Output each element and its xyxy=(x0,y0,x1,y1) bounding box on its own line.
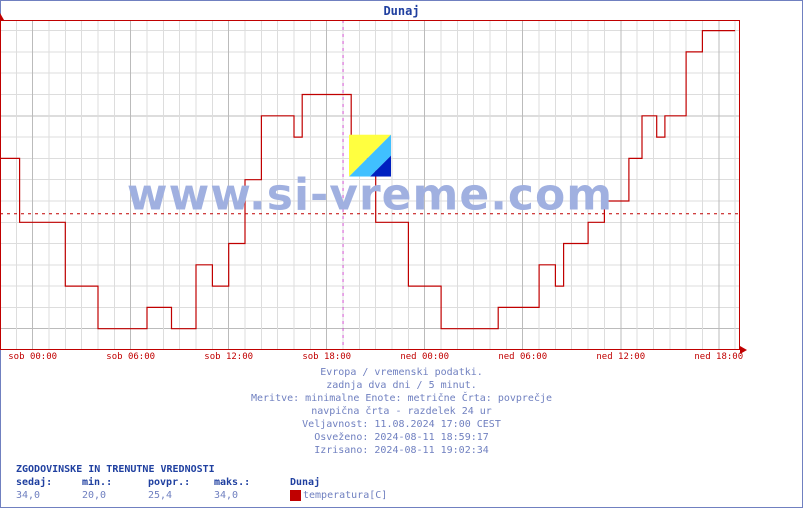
x-tick-label: sob 18:00 xyxy=(302,352,351,362)
x-tick-label: ned 00:00 xyxy=(400,352,449,362)
x-tick-label: ned 06:00 xyxy=(498,352,547,362)
legend-value: 34,0 xyxy=(214,489,280,502)
legend-header: min.: xyxy=(82,476,148,489)
legend-value: 34,0 xyxy=(16,489,82,502)
footer-line: Osveženo: 2024-08-11 18:59:17 xyxy=(0,431,803,444)
x-tick-label: sob 12:00 xyxy=(204,352,253,362)
footer-line: Meritve: minimalne Enote: metrične Črta:… xyxy=(0,392,803,405)
plot-svg xyxy=(0,20,740,350)
legend-title: ZGODOVINSKE IN TRENUTNE VREDNOSTI xyxy=(16,463,387,476)
legend-block: ZGODOVINSKE IN TRENUTNE VREDNOSTI sedaj:… xyxy=(16,463,387,502)
footer-line: Izrisano: 2024-08-11 19:02:34 xyxy=(0,444,803,457)
footer-line: navpična črta - razdelek 24 ur xyxy=(0,405,803,418)
x-tick-label: sob 00:00 xyxy=(8,352,57,362)
legend-header: maks.: xyxy=(214,476,280,489)
y-axis-arrow-icon xyxy=(0,13,4,20)
legend-value: 20,0 xyxy=(82,489,148,502)
legend-series-name: Dunaj xyxy=(290,476,320,489)
legend-swatch-icon xyxy=(290,490,301,501)
legend-unit-label: temperatura[C] xyxy=(303,489,387,502)
legend-header: sedaj: xyxy=(16,476,82,489)
footer-info: Evropa / vremenski podatki.zadnja dva dn… xyxy=(0,366,803,457)
plot-area: www.si-vreme.com 2030sob 00:00sob 06:00s… xyxy=(0,20,740,350)
x-tick-label: ned 18:00 xyxy=(694,352,743,362)
chart-title: Dunaj xyxy=(0,4,803,18)
legend-value-row: 34,020,025,434,0 temperatura[C] xyxy=(16,489,387,502)
x-axis-arrow-icon xyxy=(740,346,747,354)
footer-line: zadnja dva dni / 5 minut. xyxy=(0,379,803,392)
footer-line: Veljavnost: 11.08.2024 17:00 CEST xyxy=(0,418,803,431)
x-tick-label: ned 12:00 xyxy=(596,352,645,362)
x-tick-label: sob 06:00 xyxy=(106,352,155,362)
legend-header: povpr.: xyxy=(148,476,214,489)
legend-header-row: sedaj:min.:povpr.:maks.: Dunaj xyxy=(16,476,387,489)
footer-line: Evropa / vremenski podatki. xyxy=(0,366,803,379)
legend-value: 25,4 xyxy=(148,489,214,502)
